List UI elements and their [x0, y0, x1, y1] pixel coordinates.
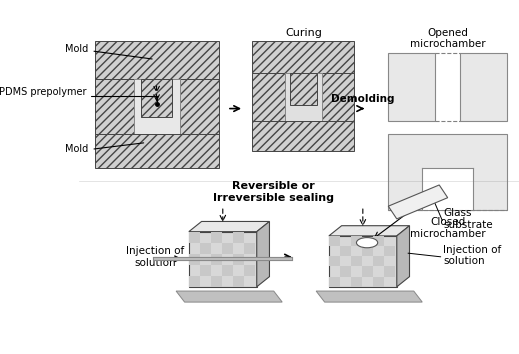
Bar [362, 246, 373, 256]
Text: PDMS prepolymer: PDMS prepolymer [0, 87, 87, 97]
Polygon shape [329, 226, 409, 236]
Text: Injection of
solution: Injection of solution [443, 245, 502, 266]
Bar [189, 276, 200, 287]
Text: Curing: Curing [285, 28, 322, 38]
Bar [180, 79, 218, 134]
Bar [222, 265, 233, 276]
Polygon shape [316, 291, 422, 302]
Bar [233, 276, 244, 287]
Bar [222, 243, 233, 254]
Bar [189, 254, 200, 265]
Bar [351, 276, 362, 287]
Bar [244, 243, 255, 254]
Bar [388, 134, 507, 210]
Bar [253, 73, 285, 121]
Bar [141, 79, 172, 117]
Bar [233, 232, 244, 243]
Bar [329, 236, 340, 246]
Bar [384, 246, 395, 256]
Text: Mold: Mold [65, 144, 89, 154]
Bar [211, 232, 222, 243]
Bar [340, 267, 351, 276]
Bar [422, 168, 473, 210]
Text: Closed
microchamber: Closed microchamber [410, 217, 485, 239]
Bar [200, 265, 211, 276]
Polygon shape [257, 222, 269, 287]
Bar [134, 79, 180, 134]
Bar [189, 232, 257, 287]
Text: Reversible or
Irreversible sealing: Reversible or Irreversible sealing [213, 181, 334, 203]
Bar [351, 236, 362, 246]
Text: Opened
microchamber: Opened microchamber [410, 28, 485, 49]
Bar [384, 267, 395, 276]
Bar [95, 41, 218, 79]
Bar [189, 232, 200, 243]
Bar [373, 276, 384, 287]
Bar [322, 73, 354, 121]
Bar [373, 236, 384, 246]
Ellipse shape [357, 238, 378, 248]
Bar [244, 265, 255, 276]
Bar [95, 79, 134, 134]
Bar [373, 256, 384, 267]
Bar [329, 256, 340, 267]
Bar [362, 267, 373, 276]
Bar [253, 41, 354, 73]
Bar [329, 236, 397, 287]
Bar [285, 73, 322, 121]
Bar [329, 276, 340, 287]
Text: Injection of
solution: Injection of solution [126, 246, 184, 268]
Bar [95, 134, 218, 168]
Bar [340, 246, 351, 256]
Bar [200, 243, 211, 254]
Bar [233, 254, 244, 265]
Bar [351, 256, 362, 267]
Polygon shape [176, 291, 282, 302]
Bar [388, 53, 435, 121]
Polygon shape [397, 226, 409, 287]
Text: Mold: Mold [65, 44, 89, 54]
Bar [290, 73, 317, 105]
Bar [253, 121, 354, 151]
Text: Glass
substrate: Glass substrate [443, 208, 493, 230]
Bar [211, 276, 222, 287]
Bar [460, 53, 507, 121]
Polygon shape [189, 222, 269, 232]
Polygon shape [388, 185, 448, 219]
Bar [211, 254, 222, 265]
Text: Demolding: Demolding [331, 94, 394, 104]
